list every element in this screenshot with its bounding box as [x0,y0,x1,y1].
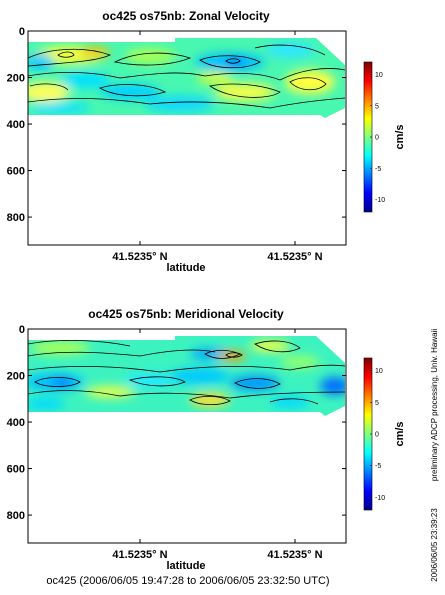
meridional-colorbar-label: cm/s [394,421,406,446]
meridional-y-tick-label: 800 [7,510,25,522]
zonal-x-tick-label: 41.5235° N [267,251,322,263]
zonal-panel: oc425 os75nb: Zonal Velocity [7,9,406,274]
meridional-panel: oc425 os75nb: Meridional Velocity [7,307,406,572]
zonal-colorbar: 10 5 0 -5 -10 cm/s [363,61,406,213]
zonal-x-label: latitude [166,262,205,274]
zonal-y-tick-label: 0 [19,26,25,38]
zonal-colorbar-tick-label: -10 [375,197,385,204]
meridional-colorbar-ticks: 10 5 0 -5 -10 [370,368,385,502]
meridional-y-tick-label: 200 [7,371,25,383]
meridional-title: oc425 os75nb: Meridional Velocity [88,307,284,321]
processing-date: 2006/06/05 23:39:23 [430,508,439,582]
zonal-patch [80,47,110,57]
meridional-colorbar-tick-label: 0 [375,432,379,439]
meridional-y-ticks: 0 200 400 600 800 [7,324,346,522]
meridional-velocity-field [28,336,345,416]
meridional-x-label: latitude [166,560,205,572]
zonal-colorbar-tick-label: 0 [375,135,379,142]
zonal-axes-frame [27,30,347,246]
zonal-y-tick-label: 200 [7,73,25,85]
meridional-patch [250,340,290,352]
meridional-y-tick-label: 600 [7,464,25,476]
zonal-x-ticks: 41.5235° N 41.5235° N [112,31,323,263]
zonal-colorbar-tick-label: 5 [375,103,379,110]
meridional-patch [230,375,280,391]
zonal-contours [28,44,345,109]
meridional-colorbar-tick-label: -10 [375,495,385,502]
meridional-patch [125,373,175,387]
meridional-x-tick-label: 41.5235° N [112,549,167,561]
meridional-patch [52,378,72,386]
meridional-y-tick-label: 0 [19,324,25,336]
zonal-colorbar-tick-label: -5 [375,166,381,173]
zonal-velocity-field [28,38,345,118]
meridional-patch [320,377,345,395]
zonal-colorbar-ticks: 10 5 0 -5 -10 [370,72,385,204]
meridional-patch [30,341,90,355]
meridional-patch [28,398,65,410]
zonal-x-tick-label: 41.5235° N [112,251,167,263]
zonal-colorbar-tick-label: 10 [375,72,383,79]
zonal-patch [30,102,90,114]
meridional-patch [280,355,320,369]
meridional-patch [170,368,230,384]
meridional-x-ticks: 41.5235° N 41.5235° N [112,329,323,561]
zonal-patch [285,70,335,94]
zonal-patch [60,72,110,88]
meridional-x-tick-label: 41.5235° N [267,549,322,561]
zonal-patch [28,82,70,102]
zonal-y-tick-label: 800 [7,212,25,224]
zonal-patch [125,48,175,64]
meridional-patch [85,386,135,398]
meridional-colorbar: 10 5 0 -5 -10 cm/s [363,357,406,511]
meridional-y-tick-label: 400 [7,417,25,429]
processing-note: preliminary ADCP processing, Univ. Hawai… [430,329,439,481]
zonal-colorbar-label: cm/s [394,124,406,149]
meridional-colorbar-tick-label: -5 [375,463,381,470]
meridional-colorbar-tick-label: 5 [375,400,379,407]
zonal-title: oc425 os75nb: Zonal Velocity [102,9,270,23]
zonal-patch [100,84,160,100]
time-range-footer: oc425 (2006/06/05 19:47:28 to 2006/06/05… [46,575,329,587]
zonal-patch [28,54,54,70]
zonal-patch [265,42,315,58]
zonal-y-ticks: 0 200 400 600 800 [7,26,346,224]
zonal-patch [145,96,215,112]
meridional-contours [28,340,345,406]
meridional-axes-frame [27,328,347,544]
meridional-colorbar-tick-label: 10 [375,368,383,375]
zonal-y-tick-label: 600 [7,166,25,178]
zonal-patch [225,58,245,66]
zonal-patch [197,72,233,84]
zonal-patch [215,83,275,101]
meridional-patch [270,396,310,408]
zonal-y-tick-label: 400 [7,119,25,131]
